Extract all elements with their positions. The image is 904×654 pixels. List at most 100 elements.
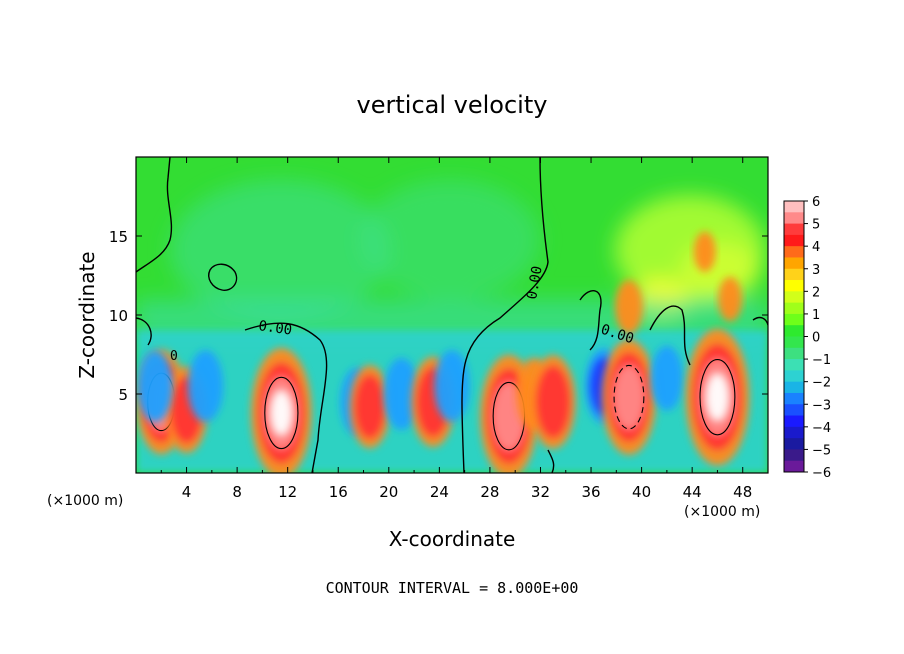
x-axis-label: X-coordinate: [389, 527, 516, 551]
contour-zero-d: [649, 305, 691, 366]
updraft-cell: [601, 339, 657, 455]
downdraft-cell: [383, 358, 420, 430]
colorbar-swatch: [784, 280, 804, 292]
x-tick-label: 16: [329, 483, 348, 501]
updraft-cell: [349, 365, 390, 449]
y-tick-label: 10: [109, 307, 128, 325]
colorbar: [783, 200, 805, 473]
cell-level: [137, 350, 173, 423]
colorbar-swatch: [784, 381, 804, 394]
colorbar-tick-label: −4: [812, 421, 831, 436]
x-tick-label: 28: [480, 483, 499, 501]
x-tick-label: 32: [531, 483, 550, 501]
upper-field: [136, 180, 768, 340]
colorbar-swatch: [784, 449, 804, 462]
updraft-cell: [685, 328, 750, 466]
colorbar-swatch: [784, 392, 804, 405]
downdraft-cell: [187, 350, 224, 423]
contour-zero-f: [547, 449, 555, 473]
contour-zero-left: [136, 157, 173, 273]
x-tick-label: 4: [182, 483, 192, 501]
colorbar-swatch: [784, 426, 804, 439]
x-unit-left: (×1000 m): [47, 493, 123, 509]
cell-contour: [613, 364, 645, 430]
x-tick-label: 12: [278, 483, 297, 501]
downdraft-cell: [137, 350, 173, 423]
colorbar-ticks: 6 5 4 3 2 1 0 −1 −2 −3 −4 −5 −6: [804, 195, 831, 481]
x-tick-label: 24: [430, 483, 449, 501]
colorbar-swatch: [784, 359, 804, 371]
colorbar-tick-label: 0: [812, 331, 820, 346]
colorbar-tick-label: 3: [812, 263, 820, 278]
colorbar-swatch: [784, 347, 804, 360]
downdraft-cell: [650, 345, 684, 411]
cell-level: [693, 231, 716, 272]
cell-level: [187, 350, 224, 423]
colorbar-swatch: [784, 460, 804, 473]
y-axis-label: Z-coordinate: [75, 251, 99, 378]
colorbar-swatch: [784, 257, 804, 270]
colorbar-swatch: [784, 201, 804, 213]
colorbar-swatch: [784, 223, 804, 236]
contour-zero-e: [752, 316, 768, 326]
colorbar-swatch: [784, 268, 804, 281]
x-tick-label: 8: [232, 483, 242, 501]
cell-level: [706, 373, 729, 421]
colorbar-swatch: [784, 415, 804, 428]
x-tick-label: 40: [632, 483, 651, 501]
colorbar-tick-label: 2: [812, 285, 820, 300]
colorbar-swatch: [784, 313, 804, 326]
cell-level: [615, 280, 643, 335]
y-axis-ticks: 5 10 15: [109, 228, 768, 404]
x-tick-label: 48: [733, 483, 752, 501]
cell-level: [434, 350, 470, 423]
downdraft-cell: [434, 350, 470, 423]
contour-label: 0.00: [524, 265, 546, 301]
x-tick-label: 36: [581, 483, 600, 501]
colorbar-tick-label: 4: [812, 240, 820, 255]
x-axis-ticks: 4 8 12 16 20 24 28 32 36 40 44 48: [160, 157, 752, 501]
colorbar-swatch: [784, 302, 804, 315]
colorbar-swatch: [784, 246, 804, 258]
contour-zero-b: [136, 317, 152, 346]
colorbar-tick-label: 5: [812, 218, 820, 233]
colorbar-swatch: [784, 212, 804, 225]
cell-contour: [699, 358, 736, 436]
contour-zero-a: [244, 322, 328, 473]
updraft-cell: [718, 276, 742, 322]
colorbar-swatch: [784, 234, 804, 247]
contour-label: 0.00: [257, 318, 293, 339]
colorbar-tick-label: −5: [812, 443, 831, 458]
footer-contour-interval: CONTOUR INTERVAL = 8.000E+00: [326, 579, 579, 597]
colorbar-tick-label: −1: [812, 353, 831, 368]
contour-lines: [136, 157, 768, 473]
plot-area: [136, 157, 768, 473]
colorbar-swatch: [784, 291, 804, 304]
velocity-cells: [136, 231, 750, 473]
cell-level: [535, 365, 571, 439]
contour-small-loop: [208, 263, 238, 291]
colorbar-tick-label: −6: [812, 466, 831, 481]
colorbar-swatch: [784, 325, 804, 337]
contour-zero-c: [579, 290, 602, 351]
x-tick-label: 20: [379, 483, 398, 501]
colorbar-tick-label: −2: [812, 376, 831, 391]
updraft-cell: [615, 280, 643, 335]
updraft-cell: [530, 355, 576, 449]
colorbar-swatch: [784, 404, 804, 417]
colorbar-tick-label: 1: [812, 308, 820, 323]
y-tick-label: 5: [118, 386, 128, 404]
chart-title: vertical velocity: [357, 91, 548, 119]
contour-label: 0: [170, 349, 178, 364]
cell-level: [650, 345, 684, 411]
colorbar-swatch: [784, 370, 804, 383]
x-tick-label: 44: [683, 483, 702, 501]
colorbar-tick-label: 6: [812, 195, 820, 210]
x-unit-right: (×1000 m): [684, 504, 760, 520]
updraft-cell: [693, 231, 716, 272]
updraft-cell: [251, 348, 312, 473]
cell-level: [271, 390, 292, 435]
colorbar-swatch: [784, 438, 804, 450]
cell-level: [718, 276, 742, 322]
